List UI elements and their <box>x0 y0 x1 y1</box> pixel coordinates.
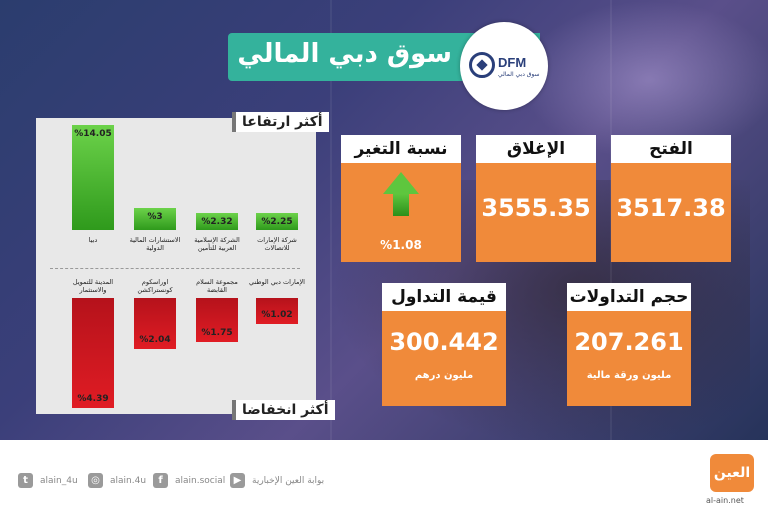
dfm-logo: DFM سوق دبي المالي <box>460 22 548 110</box>
loser-name: المدينة للتمويل والاستثمار <box>72 278 114 294</box>
instagram-icon[interactable]: ◎ <box>88 473 103 488</box>
gainer-name: الشركة الإسلامية العربية للتأمين <box>194 236 240 252</box>
twitter-icon[interactable]: t <box>18 473 33 488</box>
gainer-value: %2.25 <box>261 217 293 228</box>
loser-bar <box>196 298 238 342</box>
gainer-bar <box>256 213 298 230</box>
close-label: الإغلاق <box>476 135 596 163</box>
turnover-unit: مليون درهم <box>414 370 474 381</box>
gainer-bar <box>72 125 114 230</box>
logo-text: DFM <box>498 55 527 70</box>
change-label: نسبة التغير <box>341 135 461 163</box>
open-value: 3517.38 <box>616 194 726 222</box>
twitter-handle[interactable]: alain_4u <box>40 476 78 486</box>
facebook-icon[interactable]: f <box>153 473 168 488</box>
loser-bar <box>134 298 176 350</box>
turnover-box: 300.442 مليون درهم <box>382 298 506 406</box>
open-label: الفتح <box>611 135 731 163</box>
loser-value: %1.75 <box>201 327 233 338</box>
open-box: 3517.38 <box>611 152 731 262</box>
gainers-label: أكثر ارتفاعا <box>232 112 329 132</box>
loser-value: %2.04 <box>139 335 171 346</box>
turnover-value: 300.442 <box>389 328 499 356</box>
close-box: 3555.35 <box>476 152 596 262</box>
change-box: %1.08 <box>341 152 461 262</box>
volume-label: حجم التداولات <box>567 283 691 311</box>
volume-unit: مليون ورقة مالية <box>586 370 672 381</box>
change-value: %1.08 <box>380 238 422 252</box>
youtube-channel[interactable]: بوابة العين الإخبارية <box>252 476 325 486</box>
turnover-label: قيمة التداول <box>382 283 506 311</box>
al-ain-logo: العين <box>710 454 754 492</box>
instagram-handle[interactable]: alain.4u <box>110 476 147 486</box>
background-line <box>330 0 332 440</box>
gainer-bar <box>134 207 176 230</box>
dfm-emblem-icon <box>469 52 495 78</box>
panel-divider <box>50 268 300 269</box>
loser-value: %1.02 <box>261 310 293 320</box>
gainer-name: شركة الإمارات للاتصالات <box>257 236 297 252</box>
loser-bar <box>72 298 114 408</box>
logo-subtext: سوق دبي المالي <box>498 71 540 78</box>
loser-bar <box>256 298 298 324</box>
gainer-name: دبيا <box>88 236 98 244</box>
footer: t alain_4u ◎ alain.4u f alain.social ▶ ب… <box>0 440 768 510</box>
close-value: 3555.35 <box>481 194 591 222</box>
loser-name: مجموعة السلام القابضة <box>196 278 238 294</box>
loser-name: الإمارات دبي الوطني <box>249 278 305 286</box>
page-title: سوق دبي المالي <box>237 39 452 69</box>
loser-name: اوراسكوم كونستراكشن <box>137 278 173 294</box>
gainer-name: الاستشارات المالية الدولية <box>129 236 181 252</box>
gainer-value: %2.32 <box>201 216 233 227</box>
gainer-value: %14.05 <box>74 129 112 139</box>
gainer-bar <box>196 212 238 230</box>
volume-value: 207.261 <box>574 328 684 356</box>
gainer-value: %3 <box>147 211 163 222</box>
loser-value: %4.39 <box>77 394 109 404</box>
arrow-up-icon <box>383 172 419 216</box>
background-glow <box>520 0 768 160</box>
losers-label: أكثر انخفاضا <box>232 400 335 420</box>
volume-box: 207.261 مليون ورقة مالية <box>567 298 691 406</box>
youtube-icon[interactable]: ▶ <box>230 473 245 488</box>
facebook-handle[interactable]: alain.social <box>175 476 226 486</box>
site-url[interactable]: al-ain.net <box>706 496 744 505</box>
